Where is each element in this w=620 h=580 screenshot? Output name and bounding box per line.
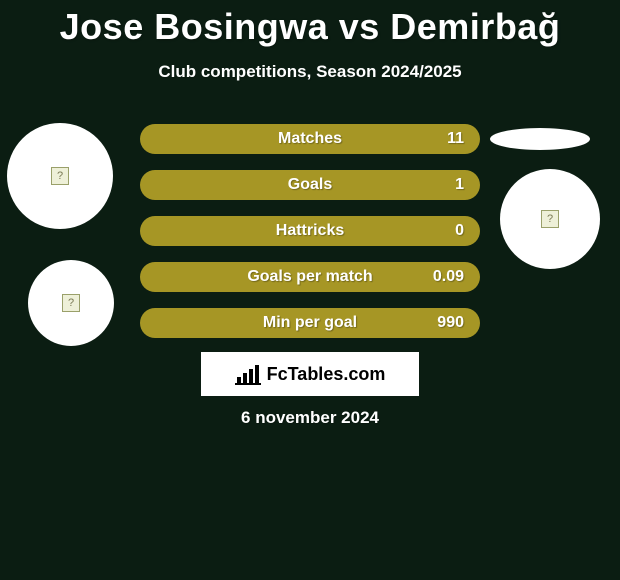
- stat-label: Matches: [278, 130, 342, 148]
- stat-value: 11: [447, 130, 464, 148]
- player-avatar-left-bottom: [28, 260, 114, 346]
- page-title: Jose Bosingwa vs Demirbağ: [0, 0, 620, 48]
- brand-logo-box: FcTables.com: [201, 352, 419, 396]
- player-avatar-left-top: [7, 123, 113, 229]
- stat-label: Hattricks: [276, 222, 344, 240]
- stat-label: Goals: [288, 176, 332, 194]
- stat-label: Goals per match: [247, 268, 372, 286]
- stat-bar-matches: Matches 11: [140, 124, 480, 154]
- stat-bar-goals: Goals 1: [140, 170, 480, 200]
- page-subtitle: Club competitions, Season 2024/2025: [0, 62, 620, 82]
- stat-bar-hattricks: Hattricks 0: [140, 216, 480, 246]
- decorative-ellipse: [490, 128, 590, 150]
- stat-label: Min per goal: [263, 314, 357, 332]
- stat-value: 0: [455, 222, 464, 240]
- stat-value: 990: [437, 314, 464, 332]
- image-placeholder-icon: [541, 210, 559, 228]
- stat-value: 0.09: [433, 268, 464, 286]
- footer-date: 6 november 2024: [0, 408, 620, 428]
- player-avatar-right: [500, 169, 600, 269]
- barchart-icon: [235, 363, 261, 385]
- stat-bar-goals-per-match: Goals per match 0.09: [140, 262, 480, 292]
- stats-bars: Matches 11 Goals 1 Hattricks 0 Goals per…: [140, 124, 480, 354]
- image-placeholder-icon: [51, 167, 69, 185]
- stat-value: 1: [455, 176, 464, 194]
- brand-text: FcTables.com: [267, 364, 386, 385]
- stat-bar-min-per-goal: Min per goal 990: [140, 308, 480, 338]
- image-placeholder-icon: [62, 294, 80, 312]
